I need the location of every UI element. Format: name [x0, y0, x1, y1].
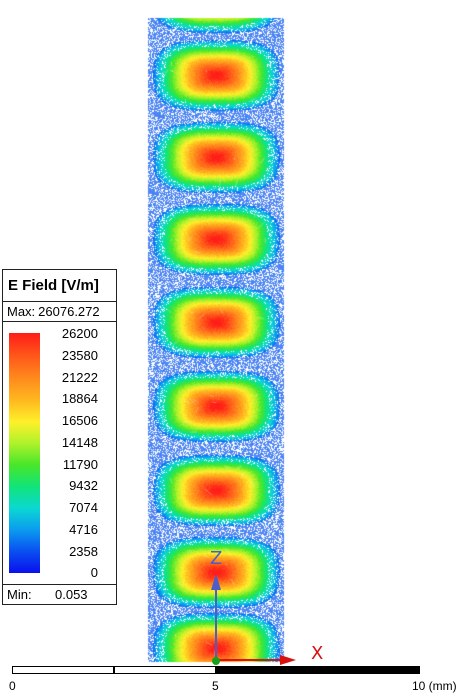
x-axis-arrowhead	[280, 655, 296, 665]
legend-tick: 9432	[69, 478, 98, 493]
legend-color-bar	[9, 333, 40, 573]
scale-segment	[216, 666, 420, 674]
legend-tick: 4716	[69, 522, 98, 537]
scale-segment	[12, 666, 114, 674]
legend-tick: 21222	[62, 370, 98, 385]
legend-tick: 16506	[62, 413, 98, 428]
z-axis-label: Z	[210, 548, 222, 569]
x-axis-label: X	[311, 643, 323, 664]
legend-max-label: Max:	[7, 304, 35, 319]
legend-tick: 14148	[62, 435, 98, 450]
legend-tick: 18864	[62, 391, 98, 406]
triad-origin	[212, 657, 220, 665]
legend-tick: 0	[91, 565, 98, 580]
scale-label-0: 0	[9, 679, 16, 693]
legend-max-value: 26076.272	[38, 304, 99, 319]
e-field-legend[interactable]: E Field [V/m] Max: 26076.272 26200 23580 …	[2, 269, 117, 605]
scale-label-10: 10 (mm)	[412, 679, 457, 693]
scale-label-5: 5	[212, 679, 219, 693]
legend-tick: 11790	[63, 457, 98, 472]
legend-title: E Field [V/m]	[3, 270, 116, 302]
legend-min-value: 0.053	[55, 585, 88, 605]
legend-min: Min: 0.053	[3, 584, 116, 604]
legend-tick: 26200	[62, 326, 98, 341]
legend-min-label: Min:	[7, 587, 32, 602]
z-axis-arrowhead	[211, 574, 221, 590]
scale-bar	[12, 666, 420, 674]
legend-tick: 7074	[69, 500, 98, 515]
scale-segment	[114, 666, 216, 674]
legend-tick: 2358	[69, 544, 98, 559]
legend-tick: 23580	[62, 348, 98, 363]
legend-max: Max: 26076.272	[3, 302, 116, 322]
